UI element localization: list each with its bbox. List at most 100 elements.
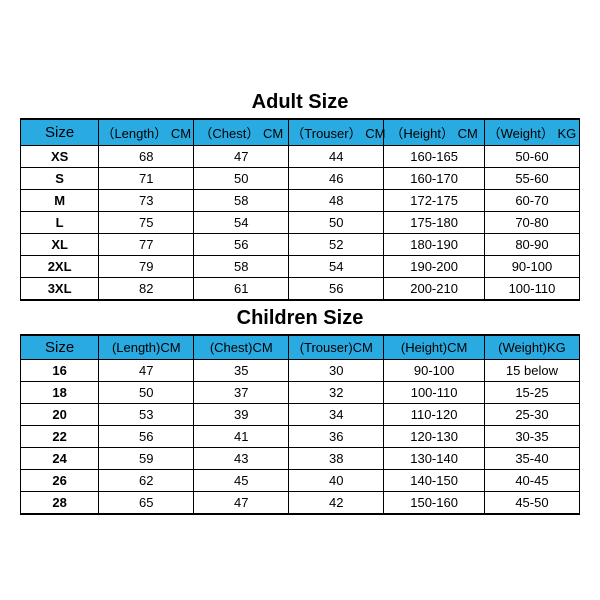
adult-cell: 52 [289,234,384,256]
adult-cell: 50 [289,212,384,234]
adult-cell: 160-170 [384,168,485,190]
children-cell: 15 below [484,360,579,382]
children-cell: 130-140 [384,448,485,470]
children-cell: 53 [99,404,194,426]
children-cell: 38 [289,448,384,470]
adult-cell: 60-70 [484,190,579,212]
children-table-body: 1647353090-10015 below18503732100-11015-… [21,360,580,515]
children-cell: 35 [194,360,289,382]
children-cell: 59 [99,448,194,470]
adult-row: 3XL826156200-210100-110 [21,278,580,301]
children-cell: 30 [289,360,384,382]
children-cell: 25-30 [484,404,579,426]
adult-col-3: （Trouser） CM [289,119,384,146]
adult-size-table: Size（Length） CM（Chest） CM（Trouser） CM（He… [20,118,580,301]
adult-cell: 56 [194,234,289,256]
children-cell: 40-45 [484,470,579,492]
children-cell: 42 [289,492,384,515]
adult-col-1: （Length） CM [99,119,194,146]
adult-col-2: （Chest） CM [194,119,289,146]
children-cell: 45-50 [484,492,579,515]
children-cell: 140-150 [384,470,485,492]
adult-cell: 54 [194,212,289,234]
adult-cell: 55-60 [484,168,579,190]
children-cell: 32 [289,382,384,404]
adult-col-0: Size [21,119,99,146]
adult-cell: XL [21,234,99,256]
children-cell: 20 [21,404,99,426]
children-cell: 47 [194,492,289,515]
children-cell: 50 [99,382,194,404]
adult-cell: 175-180 [384,212,485,234]
children-col-5: (Weight)KG [484,335,579,360]
adult-cell: 160-165 [384,146,485,168]
adult-cell: L [21,212,99,234]
children-cell: 41 [194,426,289,448]
children-cell: 36 [289,426,384,448]
adult-cell: M [21,190,99,212]
children-row: 18503732100-11015-25 [21,382,580,404]
adult-cell: 200-210 [384,278,485,301]
adult-cell: 58 [194,190,289,212]
children-title: Children Size [20,301,580,334]
adult-cell: 58 [194,256,289,278]
children-cell: 24 [21,448,99,470]
children-table-head: Size(Length)CM(Chest)CM(Trouser)CM(Heigh… [21,335,580,360]
adult-row: 2XL795854190-20090-100 [21,256,580,278]
adult-cell: 56 [289,278,384,301]
children-cell: 37 [194,382,289,404]
adult-cell: 61 [194,278,289,301]
children-col-0: Size [21,335,99,360]
adult-cell: 70-80 [484,212,579,234]
adult-cell: 79 [99,256,194,278]
adult-cell: 100-110 [484,278,579,301]
children-cell: 28 [21,492,99,515]
children-col-2: (Chest)CM [194,335,289,360]
children-cell: 40 [289,470,384,492]
size-chart-sheet: Adult Size Size（Length） CM（Chest） CM（Tro… [20,85,580,515]
children-cell: 34 [289,404,384,426]
children-cell: 18 [21,382,99,404]
adult-row: S715046160-17055-60 [21,168,580,190]
adult-cell: XS [21,146,99,168]
children-size-table: Size(Length)CM(Chest)CM(Trouser)CM(Heigh… [20,334,580,515]
children-cell: 22 [21,426,99,448]
adult-cell: 47 [194,146,289,168]
adult-cell: 46 [289,168,384,190]
children-cell: 90-100 [384,360,485,382]
adult-cell: 71 [99,168,194,190]
children-cell: 26 [21,470,99,492]
adult-cell: S [21,168,99,190]
adult-cell: 80-90 [484,234,579,256]
children-col-3: (Trouser)CM [289,335,384,360]
adult-cell: 68 [99,146,194,168]
adult-cell: 75 [99,212,194,234]
adult-row: XS684744160-16550-60 [21,146,580,168]
children-cell: 30-35 [484,426,579,448]
adult-row: L755450175-18070-80 [21,212,580,234]
adult-row: XL775652180-19080-90 [21,234,580,256]
adult-cell: 54 [289,256,384,278]
adult-table-body: XS684744160-16550-60S715046160-17055-60M… [21,146,580,301]
children-cell: 15-25 [484,382,579,404]
children-col-4: (Height)CM [384,335,485,360]
children-cell: 110-120 [384,404,485,426]
children-cell: 100-110 [384,382,485,404]
children-cell: 56 [99,426,194,448]
adult-col-5: （Weight） KG [484,119,579,146]
children-cell: 150-160 [384,492,485,515]
children-row: 20533934110-12025-30 [21,404,580,426]
adult-cell: 50-60 [484,146,579,168]
children-header-row: Size(Length)CM(Chest)CM(Trouser)CM(Heigh… [21,335,580,360]
children-cell: 39 [194,404,289,426]
children-cell: 47 [99,360,194,382]
children-cell: 43 [194,448,289,470]
adult-cell: 44 [289,146,384,168]
adult-cell: 77 [99,234,194,256]
children-cell: 45 [194,470,289,492]
adult-cell: 190-200 [384,256,485,278]
adult-cell: 172-175 [384,190,485,212]
children-cell: 35-40 [484,448,579,470]
adult-cell: 73 [99,190,194,212]
adult-col-4: （Height） CM [384,119,485,146]
